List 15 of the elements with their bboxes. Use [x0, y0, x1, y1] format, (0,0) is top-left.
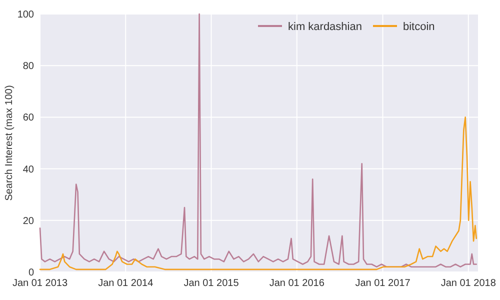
y-axis-title: Search Interest (max 100) [4, 85, 15, 201]
y-tick-label: 20 [22, 216, 34, 227]
y-tick-label: 0 [28, 268, 34, 278]
x-tick-label: Jan 01 2016 [269, 278, 325, 289]
x-tick-label: Jan 01 2014 [98, 278, 154, 289]
x-tick-label: Jan 01 2018 [440, 278, 496, 289]
y-tick-label: 80 [22, 61, 34, 72]
y-tick-label: 40 [22, 164, 34, 176]
legend-label: kim kardashian [288, 21, 362, 33]
x-tick-label: Jan 01 2013 [12, 278, 68, 289]
legend-label: bitcoin [403, 21, 435, 33]
y-tick-label: 60 [22, 112, 34, 124]
y-tick-label: 100 [17, 10, 34, 20]
x-tick-label: Jan 01 2015 [184, 278, 240, 289]
x-tick-label: Jan 01 2017 [355, 278, 411, 289]
